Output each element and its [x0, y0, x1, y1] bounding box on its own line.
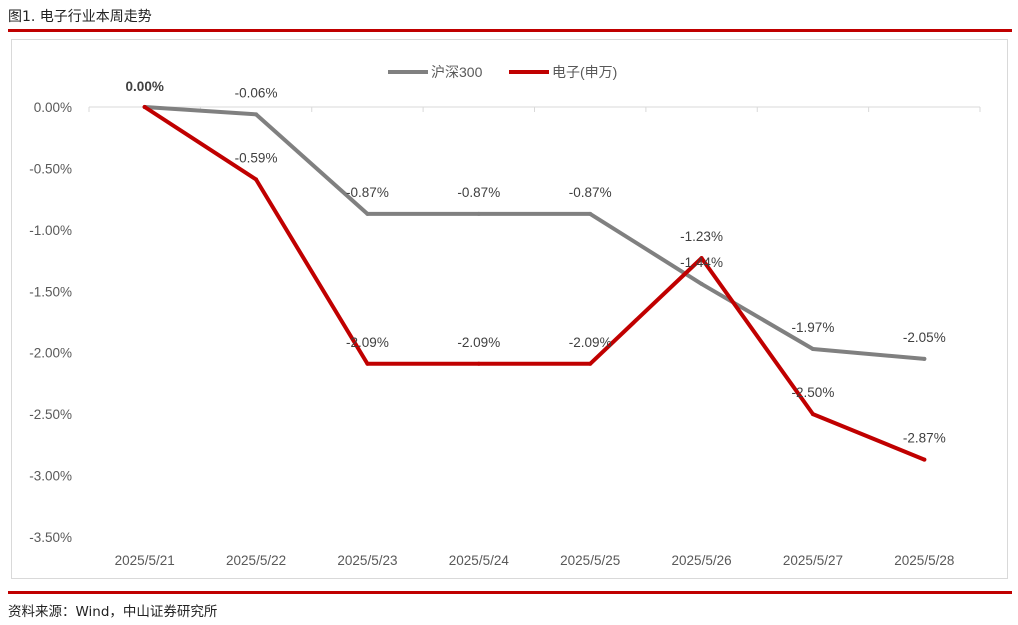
y-tick-label: -1.00% — [29, 223, 72, 238]
data-point — [588, 211, 593, 216]
legend-label: 电子(申万) — [552, 64, 617, 80]
data-point — [810, 347, 815, 352]
legend-label: 沪深300 — [431, 64, 483, 80]
x-tick-label: 2025/5/23 — [337, 553, 397, 568]
x-tick-label: 2025/5/26 — [672, 553, 732, 568]
x-tick-label: 2025/5/27 — [783, 553, 843, 568]
data-label: -2.09% — [457, 335, 500, 350]
x-tick-label: 2025/5/28 — [894, 553, 954, 568]
data-point — [810, 412, 815, 417]
y-tick-label: -2.00% — [29, 346, 72, 361]
data-label: -2.09% — [346, 335, 389, 350]
x-tick-label: 2025/5/25 — [560, 553, 620, 568]
y-tick-label: -3.50% — [29, 530, 72, 545]
series-line-1 — [142, 105, 927, 462]
data-label: -0.87% — [346, 185, 389, 200]
data-point — [254, 112, 259, 117]
data-point — [476, 361, 481, 366]
x-tick-label: 2025/5/24 — [449, 553, 510, 568]
x-tick-label: 2025/5/22 — [226, 553, 286, 568]
data-label: -1.97% — [792, 320, 835, 335]
data-label: -1.23% — [680, 229, 723, 244]
data-label: -0.87% — [457, 185, 500, 200]
data-label: -2.09% — [569, 335, 612, 350]
y-tick-label: -0.50% — [29, 161, 72, 176]
x-tick-label: 2025/5/21 — [115, 553, 175, 568]
data-point — [588, 361, 593, 366]
data-point — [699, 281, 704, 286]
bottom-rule — [8, 591, 1012, 594]
data-label: -2.50% — [792, 385, 835, 400]
y-tick-label: 0.00% — [34, 100, 72, 115]
series-line-0 — [142, 105, 927, 361]
figure-title: 图1. 电子行业本周走势 — [8, 9, 152, 25]
data-point — [922, 356, 927, 361]
data-point — [365, 361, 370, 366]
y-tick-label: -2.50% — [29, 407, 72, 422]
data-label: -0.87% — [569, 185, 612, 200]
line-chart: 0.00% -0.50% -1.00% -1.50% -2.00% -2.50% -3.00… — [29, 64, 981, 568]
data-point — [365, 211, 370, 216]
data-point — [476, 211, 481, 216]
y-tick-label: -3.00% — [29, 469, 72, 484]
data-label: -2.05% — [903, 330, 946, 345]
top-rule — [8, 29, 1012, 32]
data-label: -2.87% — [903, 431, 946, 446]
data-label: -0.59% — [235, 150, 278, 165]
data-label: 0.00% — [126, 79, 164, 94]
data-label: -1.44% — [680, 255, 723, 270]
y-tick-label: -1.50% — [29, 284, 72, 299]
data-point — [922, 457, 927, 462]
data-point — [142, 105, 147, 109]
data-label: -0.06% — [235, 85, 278, 100]
data-point — [699, 256, 704, 261]
data-point — [254, 177, 259, 182]
chart-frame: 0.00% -0.50% -1.00% -1.50% -2.00% -2.50% -3.00… — [11, 39, 1008, 579]
source-note: 资料来源：Wind，中山证券研究所 — [8, 604, 218, 620]
